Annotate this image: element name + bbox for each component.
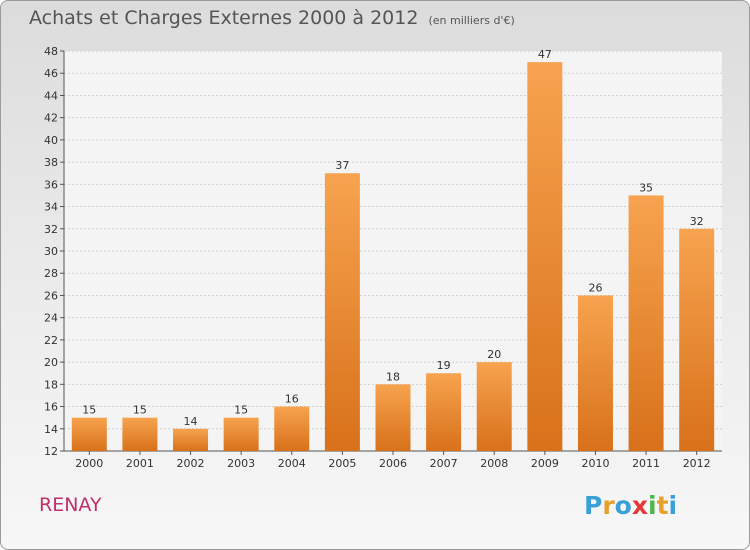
- bar-2005: [324, 173, 360, 451]
- data-label-2008: 20: [487, 348, 501, 361]
- y-tick-label: 28: [44, 267, 58, 280]
- data-label-2001: 15: [133, 404, 147, 417]
- chart-title-text: Achats et Charges Externes 2000 à 2012: [29, 7, 419, 29]
- x-tick-label-2005: 2005: [328, 457, 356, 470]
- y-tick-label: 20: [44, 356, 58, 369]
- data-label-2006: 18: [386, 370, 400, 383]
- y-tick-label: 12: [44, 445, 58, 458]
- y-tick-label: 36: [44, 178, 58, 191]
- data-label-2012: 32: [690, 215, 704, 228]
- y-tick-label: 38: [44, 156, 58, 169]
- bar-2004: [274, 406, 310, 451]
- bar-2011: [628, 195, 664, 451]
- data-label-2002: 14: [184, 415, 198, 428]
- y-tick-label: 34: [44, 201, 58, 214]
- logo-letter: x: [631, 491, 648, 520]
- x-tick-label-2001: 2001: [126, 457, 154, 470]
- bar-2012: [679, 228, 715, 451]
- x-tick-label-2002: 2002: [177, 457, 205, 470]
- chart-subtitle: (en milliers d'€): [428, 14, 515, 27]
- bar-2009: [527, 62, 563, 451]
- data-label-2009: 47: [538, 48, 552, 61]
- x-tick-label-2003: 2003: [227, 457, 255, 470]
- data-label-2010: 26: [588, 281, 602, 294]
- bar-2001: [122, 417, 158, 451]
- data-label-2007: 19: [437, 359, 451, 372]
- bar-2010: [577, 295, 613, 451]
- y-tick-label: 40: [44, 134, 58, 147]
- logo-letter: r: [602, 491, 615, 520]
- bar-2008: [476, 362, 512, 451]
- data-label-2000: 15: [82, 404, 96, 417]
- x-tick-label-2007: 2007: [430, 457, 458, 470]
- x-tick-label-2004: 2004: [278, 457, 306, 470]
- y-tick-label: 14: [44, 423, 58, 436]
- y-tick-label: 44: [44, 89, 58, 102]
- y-tick-label: 30: [44, 245, 58, 258]
- logo-letter: o: [614, 491, 632, 520]
- bar-2000: [71, 417, 107, 451]
- y-tick-label: 24: [44, 312, 58, 325]
- logo-letter: t: [656, 491, 669, 520]
- x-tick-label-2000: 2000: [75, 457, 103, 470]
- y-tick-label: 48: [44, 45, 58, 58]
- y-tick-label: 26: [44, 289, 58, 302]
- x-tick-label-2008: 2008: [480, 457, 508, 470]
- data-label-2005: 37: [335, 159, 349, 172]
- data-label-2011: 35: [639, 181, 653, 194]
- x-tick-label-2011: 2011: [632, 457, 660, 470]
- y-tick-label: 42: [44, 112, 58, 125]
- data-label-2003: 15: [234, 404, 248, 417]
- bar-2006: [375, 384, 411, 451]
- x-tick-label-2006: 2006: [379, 457, 407, 470]
- proxiti-logo: Proxiti: [584, 491, 677, 520]
- logo-letter: P: [584, 491, 603, 520]
- logo-letter: i: [668, 491, 678, 520]
- x-tick-label-2010: 2010: [581, 457, 609, 470]
- x-tick-label-2009: 2009: [531, 457, 559, 470]
- bar-2003: [223, 417, 259, 451]
- y-tick-label: 16: [44, 401, 58, 414]
- y-tick-label: 46: [44, 67, 58, 80]
- x-tick-label-2012: 2012: [683, 457, 711, 470]
- commune-name: RENAY: [39, 494, 102, 516]
- y-tick-label: 22: [44, 334, 58, 347]
- chart-title: Achats et Charges Externes 2000 à 2012 (e…: [29, 7, 515, 29]
- logo-letter: i: [648, 491, 657, 520]
- y-tick-label: 32: [44, 223, 58, 236]
- y-tick-label: 18: [44, 378, 58, 391]
- bar-2002: [173, 428, 209, 451]
- bar-2007: [426, 373, 462, 451]
- data-label-2004: 16: [285, 393, 299, 406]
